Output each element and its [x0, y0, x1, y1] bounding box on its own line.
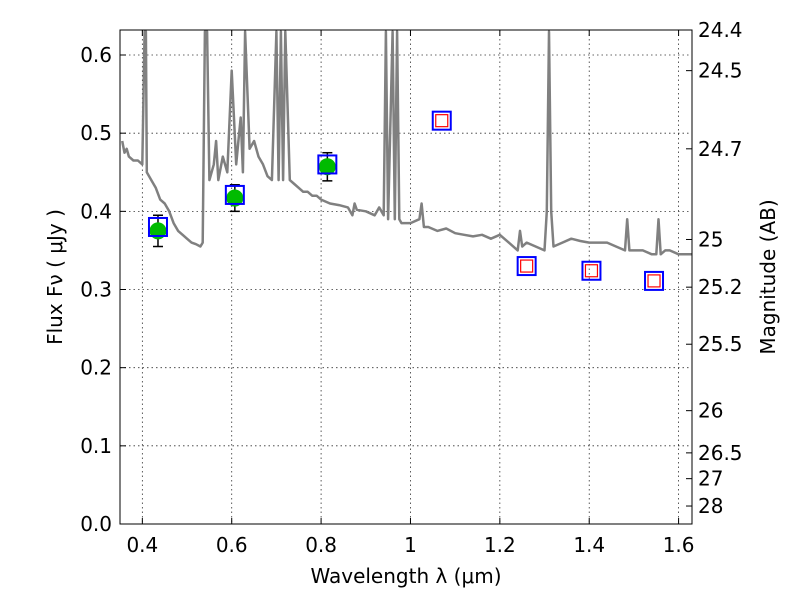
- right-tick-label: 24.5: [698, 59, 743, 83]
- model-flux-marker: [317, 154, 338, 175]
- label-layer: 0.4 0.6 0.8 1 1.2 1.4 1.6 0.0 0.1 0.2 0.3 0.4 0.5 0.6…: [43, 18, 780, 588]
- upper-limit-marker: [647, 274, 661, 288]
- x-tick-label: 0.8: [305, 533, 337, 557]
- model-flux-marker: [431, 110, 452, 131]
- y-tick-label: 0.5: [80, 121, 112, 145]
- x-tick-label: 1: [404, 533, 417, 557]
- right-tick-label: 25.5: [698, 332, 743, 356]
- sed-model-line: [120, 30, 692, 256]
- upper-limit-marker: [435, 114, 449, 128]
- right-axis-label: Magnitude (AB): [756, 199, 780, 354]
- y-axis-label: Flux Fν ( μJy ): [43, 209, 67, 345]
- right-tick-label: 25: [698, 227, 723, 251]
- x-tick-label: 1.4: [573, 533, 605, 557]
- axis-layer: [120, 29, 692, 525]
- observed-flux-point: [318, 158, 336, 176]
- y-tick-label: 0.6: [80, 43, 112, 67]
- right-tick-label: 26: [698, 399, 723, 423]
- right-tick-label: 25.2: [698, 275, 743, 299]
- model-flux-marker: [581, 260, 602, 281]
- right-tick-label: 26.5: [698, 441, 743, 465]
- x-tick-label: 1.2: [484, 533, 516, 557]
- upper-limit-marker: [584, 264, 599, 278]
- x-tick-label: 1.6: [663, 533, 695, 557]
- y-tick-label: 0.4: [80, 199, 112, 223]
- grid-layer: [120, 30, 692, 525]
- right-tick-label: 28: [698, 494, 723, 518]
- model-flux-marker: [147, 216, 168, 237]
- y-tick-label: 0.3: [80, 278, 112, 302]
- right-tick-label: 24.4: [698, 18, 743, 42]
- x-tick-label: 0.4: [126, 533, 158, 557]
- x-tick-label: 0.6: [216, 533, 248, 557]
- y-tick-label: 0.2: [80, 356, 112, 380]
- x-axis-label: Wavelength λ (μm): [310, 564, 501, 588]
- model-flux-marker: [516, 256, 537, 277]
- y-tick-label: 0.0: [80, 512, 112, 536]
- right-tick-label: 27: [698, 467, 723, 491]
- model-flux-marker: [224, 184, 245, 205]
- model-flux-marker: [644, 270, 665, 291]
- plot-frame: [119, 29, 693, 525]
- data-layer: [120, 30, 692, 291]
- y-tick-label: 0.1: [80, 434, 112, 458]
- upper-limit-marker: [520, 259, 534, 273]
- right-tick-label: 24.7: [698, 137, 743, 161]
